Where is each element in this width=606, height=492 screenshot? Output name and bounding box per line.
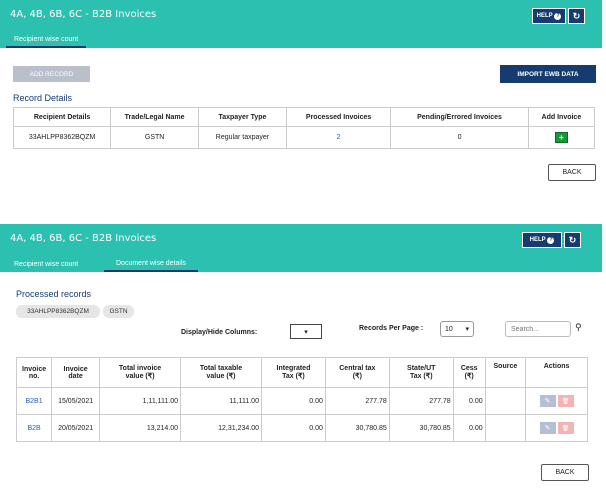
refresh-icon: ↻ xyxy=(572,10,581,21)
column-header-cess: Cess (₹) xyxy=(452,357,486,388)
state-tax: 30,780.85 xyxy=(388,414,454,442)
record-details-title: Record Details xyxy=(13,93,73,103)
record-details-table: Recipient Details Trade/Legal Name Taxpa… xyxy=(12,107,596,149)
invoice-number-link[interactable]: B2B1 xyxy=(25,397,43,405)
table-header-row: Recipient Details Trade/Legal Name Taxpa… xyxy=(12,107,596,127)
help-icon: ? xyxy=(554,12,562,20)
source xyxy=(484,387,527,415)
column-header: Trade/Legal Name xyxy=(110,107,200,127)
column-header-central-tax: Central tax (₹) xyxy=(324,357,390,388)
chevron-down-icon: ▾ xyxy=(304,328,308,336)
total-invoice-value: 13,214.00 xyxy=(99,414,182,442)
table-row: B2B 20/05/2021 13,214.00 12,31,234.00 0.… xyxy=(15,414,588,442)
row-actions: ✎ 🗑 xyxy=(525,414,588,442)
help-label: HELP xyxy=(529,237,546,243)
chevron-down-icon: ▾ xyxy=(465,326,469,333)
table-row: B2B1 15/05/2021 1,11,111.00 11,111.00 0.… xyxy=(15,387,588,415)
row-actions: ✎ 🗑 xyxy=(525,387,588,415)
records-per-page-select[interactable]: 10 ▾ xyxy=(440,321,474,337)
help-icon: ? xyxy=(547,236,555,244)
cess: 0.00 xyxy=(452,387,486,415)
pencil-icon: ✎ xyxy=(544,424,551,432)
delete-button[interactable]: 🗑 xyxy=(557,422,574,435)
trade-name-chip: GSTN xyxy=(103,305,134,318)
column-header-integrated-tax: Integrated Tax (₹) xyxy=(260,357,326,388)
column-header-total-invoice: Total invoice value (₹) xyxy=(99,357,182,388)
total-taxable-value: 12,31,234.00 xyxy=(180,414,262,442)
search-input[interactable] xyxy=(505,321,571,337)
tab-recipient-wise-count[interactable]: Recipient wise count xyxy=(14,260,79,268)
trash-icon: 🗑 xyxy=(561,398,570,405)
search-icon[interactable]: ⚲ xyxy=(575,322,582,332)
display-hide-columns-dropdown[interactable]: ▾ xyxy=(290,324,322,339)
pencil-icon: ✎ xyxy=(544,397,551,405)
invoice-date: 15/05/2021 xyxy=(51,387,101,415)
help-button[interactable]: HELP ? xyxy=(522,232,562,248)
refresh-button[interactable]: ↻ xyxy=(564,232,581,248)
table-header-row: Invoice no. Invoice date Total invoice valu… xyxy=(15,357,588,388)
column-header-source: Source xyxy=(484,357,527,388)
add-record-button[interactable]: ADD RECORD xyxy=(13,66,90,82)
records-per-page-label: Records Per Page : xyxy=(359,325,424,332)
document-panel: 4A, 4B, 6B, 6C - B2B Invoices HELP ? ↻ R… xyxy=(0,224,602,492)
display-hide-columns-label: Display/Hide Columns: xyxy=(181,329,258,336)
page-title: 4A, 4B, 6B, 6C - B2B Invoices xyxy=(10,9,157,20)
recipient-panel: 4A, 4B, 6B, 6C - B2B Invoices HELP ? ↻ R… xyxy=(0,0,602,188)
panel-header: 4A, 4B, 6B, 6C - B2B Invoices HELP ? ↻ R… xyxy=(0,224,602,272)
processed-records-table: Invoice no. Invoice date Total invoice valu… xyxy=(15,357,588,442)
column-header-state-tax: State/UT Tax (₹) xyxy=(388,357,454,388)
column-header: Recipient Details xyxy=(12,107,112,127)
column-header-total-taxable: Total taxable value (₹) xyxy=(180,357,262,388)
back-button[interactable]: BACK xyxy=(548,164,596,181)
processed-invoices-link[interactable]: 2 xyxy=(336,134,341,141)
column-header-invoice-date: Invoice date xyxy=(51,357,101,388)
pending-invoices: 0 xyxy=(390,126,529,149)
column-header-actions: Actions xyxy=(525,357,588,388)
edit-button[interactable]: ✎ xyxy=(539,421,556,434)
records-per-page-value: 10 xyxy=(445,325,453,333)
gstin-chip: 33AHLPP8362BQZM xyxy=(16,305,100,318)
add-invoice-button[interactable]: + xyxy=(554,132,568,143)
refresh-icon: ↻ xyxy=(568,234,577,245)
integrated-tax: 0.00 xyxy=(260,414,326,442)
column-header: Processed Invoices xyxy=(285,107,392,127)
invoice-date: 20/05/2021 xyxy=(51,414,101,442)
column-header-invoice-no: Invoice no. xyxy=(15,357,53,388)
total-invoice-value: 1,11,111.00 xyxy=(99,387,182,415)
recipient-gstin: 33AHLPP8362BQZM xyxy=(12,126,112,149)
source xyxy=(484,414,527,442)
plus-icon: + xyxy=(559,133,564,142)
import-ewb-data-button[interactable]: IMPORT EWB DATA xyxy=(500,65,596,83)
back-button[interactable]: BACK xyxy=(541,464,589,481)
cess: 0.00 xyxy=(452,414,486,442)
integrated-tax: 0.00 xyxy=(260,387,326,415)
total-taxable-value: 11,111.00 xyxy=(180,387,262,415)
taxpayer-type: Regular taxpayer xyxy=(198,126,287,149)
column-header: Add Invoice xyxy=(527,107,596,127)
central-tax: 277.78 xyxy=(324,387,390,415)
panel-header: 4A, 4B, 6B, 6C - B2B Invoices HELP ? ↻ R… xyxy=(0,0,602,48)
tab-document-wise-details[interactable]: Document wise details xyxy=(104,256,199,272)
trade-name: GSTN xyxy=(110,126,200,149)
delete-button[interactable]: 🗑 xyxy=(557,395,574,408)
state-tax: 277.78 xyxy=(388,387,454,415)
edit-button[interactable]: ✎ xyxy=(539,394,556,407)
column-header: Taxpayer Type xyxy=(198,107,287,127)
page-title: 4A, 4B, 6B, 6C - B2B Invoices xyxy=(10,233,157,244)
column-header: Pending/Errored Invoices xyxy=(390,107,529,127)
invoice-number-link[interactable]: B2B xyxy=(27,424,41,432)
help-label: HELP xyxy=(536,13,553,19)
central-tax: 30,780.85 xyxy=(324,414,390,442)
table-row: 33AHLPP8362BQZM GSTN Regular taxpayer 2 … xyxy=(12,126,596,149)
processed-records-title: Processed records xyxy=(16,289,92,299)
tab-recipient-wise-count[interactable]: Recipient wise count xyxy=(6,32,87,48)
help-button[interactable]: HELP ? xyxy=(532,8,566,24)
trash-icon: 🗑 xyxy=(561,425,570,432)
refresh-button[interactable]: ↻ xyxy=(568,8,585,24)
